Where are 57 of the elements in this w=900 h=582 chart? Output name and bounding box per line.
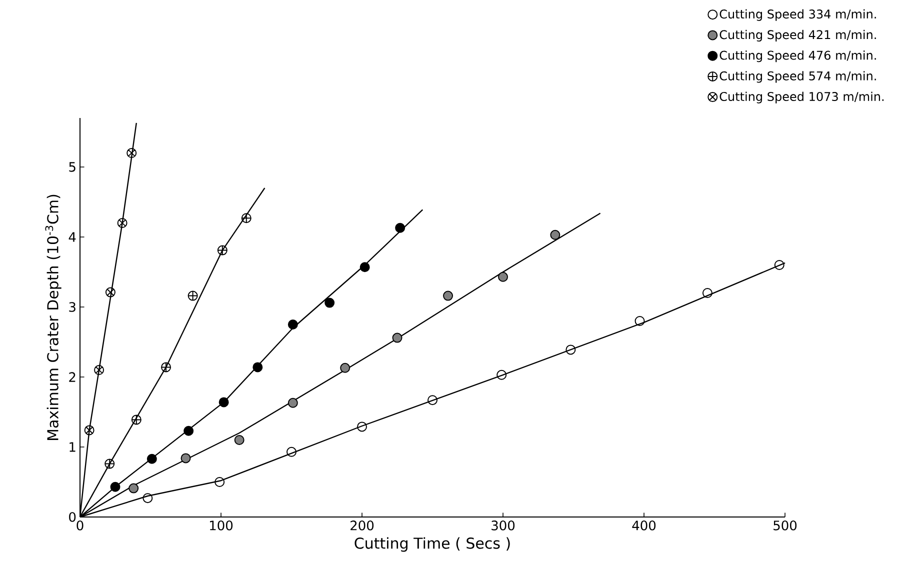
point [218, 397, 229, 408]
point [496, 370, 507, 380]
point [161, 362, 172, 372]
x-axis-title: Cutting Time ( Secs ) [354, 537, 510, 552]
y-tick-label: 5 [69, 162, 76, 172]
y-tick-label: 4 [68, 232, 76, 242]
point [288, 398, 298, 408]
legend-label: Cutting Speed 421 m/min. [720, 30, 876, 42]
point [288, 320, 298, 330]
x-tick-label: 0 [76, 520, 84, 530]
point [105, 287, 116, 298]
x-tick-label: 500 [774, 520, 797, 530]
point [443, 290, 454, 301]
point [94, 365, 104, 375]
point [214, 477, 225, 487]
y-tick-label: 3 [69, 302, 76, 312]
point [241, 213, 252, 224]
point [146, 454, 157, 464]
x-tick-label: 100 [210, 520, 233, 530]
point [142, 493, 153, 504]
point [286, 446, 296, 457]
y-tick-label: 0 [69, 512, 76, 522]
point [104, 458, 115, 469]
point [131, 414, 142, 425]
legend-label: Cutting Speed 1073 m/min. [720, 92, 884, 104]
point [357, 422, 367, 432]
y-axis-title: Maximum Crater Depth (10$^{-3}$Cm) [45, 194, 62, 440]
point [634, 316, 645, 326]
point [117, 218, 128, 228]
point [234, 435, 244, 445]
point [340, 362, 350, 373]
point [360, 262, 370, 272]
point [428, 395, 438, 406]
point [128, 483, 139, 494]
point [550, 230, 560, 240]
x-tick-label: 200 [350, 520, 374, 530]
point [252, 362, 263, 372]
point [180, 453, 191, 464]
x-tick-label: 300 [492, 520, 515, 530]
point [498, 272, 508, 282]
point [702, 288, 712, 298]
point [324, 298, 335, 308]
point [566, 344, 576, 355]
point [217, 245, 228, 256]
legend-label: Cutting Speed 334 m/min. [720, 9, 876, 21]
y-tick-label: 2 [69, 372, 76, 382]
point [395, 222, 406, 233]
point [84, 425, 94, 436]
point [392, 332, 402, 343]
legend-label: Cutting Speed 574 m/min. [720, 71, 876, 83]
point [110, 482, 120, 492]
legend-label: Cutting Speed 476 m/min. [720, 50, 876, 62]
point [184, 426, 194, 436]
point [126, 148, 137, 158]
y-tick-label: 1 [70, 442, 76, 452]
x-tick-label: 400 [632, 520, 656, 530]
point [188, 290, 198, 301]
